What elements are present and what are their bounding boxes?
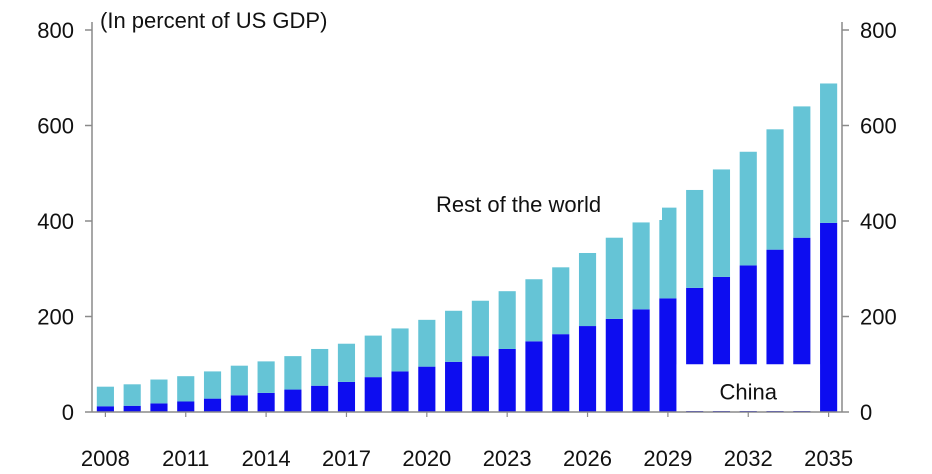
labels-group: 0 0 200 200 400 400 600 600 800 800 2008 2011 2014 20… <box>37 18 896 471</box>
bar-china-2017 <box>337 381 356 412</box>
bar-rest-of-the-world-2027 <box>605 237 623 319</box>
bar-china-2020 <box>418 366 436 412</box>
y-tick-label-left-400: 400 <box>37 209 74 234</box>
bar-rest-of-the-world-2011 <box>177 376 195 402</box>
bar-china-2010 <box>150 403 168 412</box>
bar-china-2025 <box>552 334 570 412</box>
bar-china-2012 <box>203 398 222 412</box>
bar-rest-of-the-world-2021 <box>445 310 463 362</box>
bars-group <box>96 83 838 412</box>
bar-rest-of-the-world-2035 <box>820 83 838 223</box>
x-tick-label-2023: 2023 <box>483 446 532 471</box>
bar-china-2013 <box>230 395 248 412</box>
bar-china-2028 <box>632 309 650 412</box>
label-background-china <box>676 364 821 411</box>
bar-china-2021 <box>445 361 463 412</box>
bar-rest-of-the-world-2013 <box>230 365 248 396</box>
y-tick-label-right-600: 600 <box>860 114 897 139</box>
y-tick-label-left-800: 800 <box>37 18 74 43</box>
bar-rest-of-the-world-2014 <box>257 361 275 393</box>
bar-rest-of-the-world-2010 <box>150 379 168 404</box>
bar-rest-of-the-world-2024 <box>525 279 543 342</box>
bar-rest-of-the-world-2028 <box>632 222 650 310</box>
bar-china-2008 <box>96 406 114 412</box>
x-tick-label-2032: 2032 <box>724 446 773 471</box>
bar-china-2022 <box>471 356 489 412</box>
chart-subtitle: (In percent of US GDP) <box>100 8 327 33</box>
bar-china-2015 <box>284 389 302 412</box>
y-tick-label-left-0: 0 <box>62 400 74 425</box>
x-tick-label-2008: 2008 <box>81 446 130 471</box>
bar-china-2023 <box>498 348 516 412</box>
bar-rest-of-the-world-2015 <box>284 356 302 390</box>
bar-china-2018 <box>364 377 382 412</box>
series-label-rest-of-the-world: Rest of the world <box>436 192 601 217</box>
bar-rest-of-the-world-2008 <box>96 386 114 407</box>
bar-china-2016 <box>311 385 329 412</box>
series-label-china: China <box>720 380 778 405</box>
x-tick-label-2029: 2029 <box>643 446 692 471</box>
bar-china-2019 <box>391 371 409 412</box>
x-tick-label-2035: 2035 <box>804 446 853 471</box>
bar-rest-of-the-world-2019 <box>391 328 409 372</box>
bar-rest-of-the-world-2009 <box>123 384 141 406</box>
bar-rest-of-the-world-2030 <box>686 189 704 288</box>
bar-rest-of-the-world-2022 <box>471 300 489 357</box>
bar-rest-of-the-world-2026 <box>578 252 597 327</box>
bar-rest-of-the-world-2031 <box>712 169 731 277</box>
axes-group <box>85 22 849 417</box>
bar-rest-of-the-world-2029 <box>659 207 677 299</box>
bar-china-2035 <box>820 222 838 412</box>
x-tick-label-2011: 2011 <box>162 446 209 471</box>
bar-rest-of-the-world-2033 <box>766 129 784 250</box>
y-tick-label-left-600: 600 <box>37 114 74 139</box>
bar-rest-of-the-world-2023 <box>498 291 516 349</box>
x-tick-label-2014: 2014 <box>242 446 291 471</box>
bar-china-2029 <box>659 298 677 412</box>
y-tick-label-right-400: 400 <box>860 209 897 234</box>
bar-rest-of-the-world-2032 <box>739 151 757 266</box>
y-tick-label-right-200: 200 <box>860 305 897 330</box>
bar-rest-of-the-world-2017 <box>337 343 356 382</box>
bar-rest-of-the-world-2018 <box>364 335 382 378</box>
bar-china-2026 <box>578 326 597 412</box>
bar-rest-of-the-world-2020 <box>418 319 436 367</box>
x-tick-label-2020: 2020 <box>402 446 451 471</box>
bar-rest-of-the-world-2034 <box>793 106 811 238</box>
bar-rest-of-the-world-2012 <box>203 371 222 399</box>
label-background-rest-of-world <box>430 186 662 220</box>
bar-china-2027 <box>605 318 623 412</box>
x-tick-label-2026: 2026 <box>563 446 612 471</box>
bar-china-2011 <box>177 401 195 412</box>
x-tick-label-2017: 2017 <box>322 446 371 471</box>
bar-rest-of-the-world-2016 <box>311 348 329 386</box>
bar-china-2024 <box>525 341 543 412</box>
bar-rest-of-the-world-2025 <box>552 267 570 335</box>
y-tick-label-right-800: 800 <box>860 18 897 43</box>
bar-china-2014 <box>257 392 275 412</box>
y-tick-label-left-200: 200 <box>37 305 74 330</box>
y-tick-label-right-0: 0 <box>860 400 872 425</box>
bar-china-2009 <box>123 405 141 412</box>
